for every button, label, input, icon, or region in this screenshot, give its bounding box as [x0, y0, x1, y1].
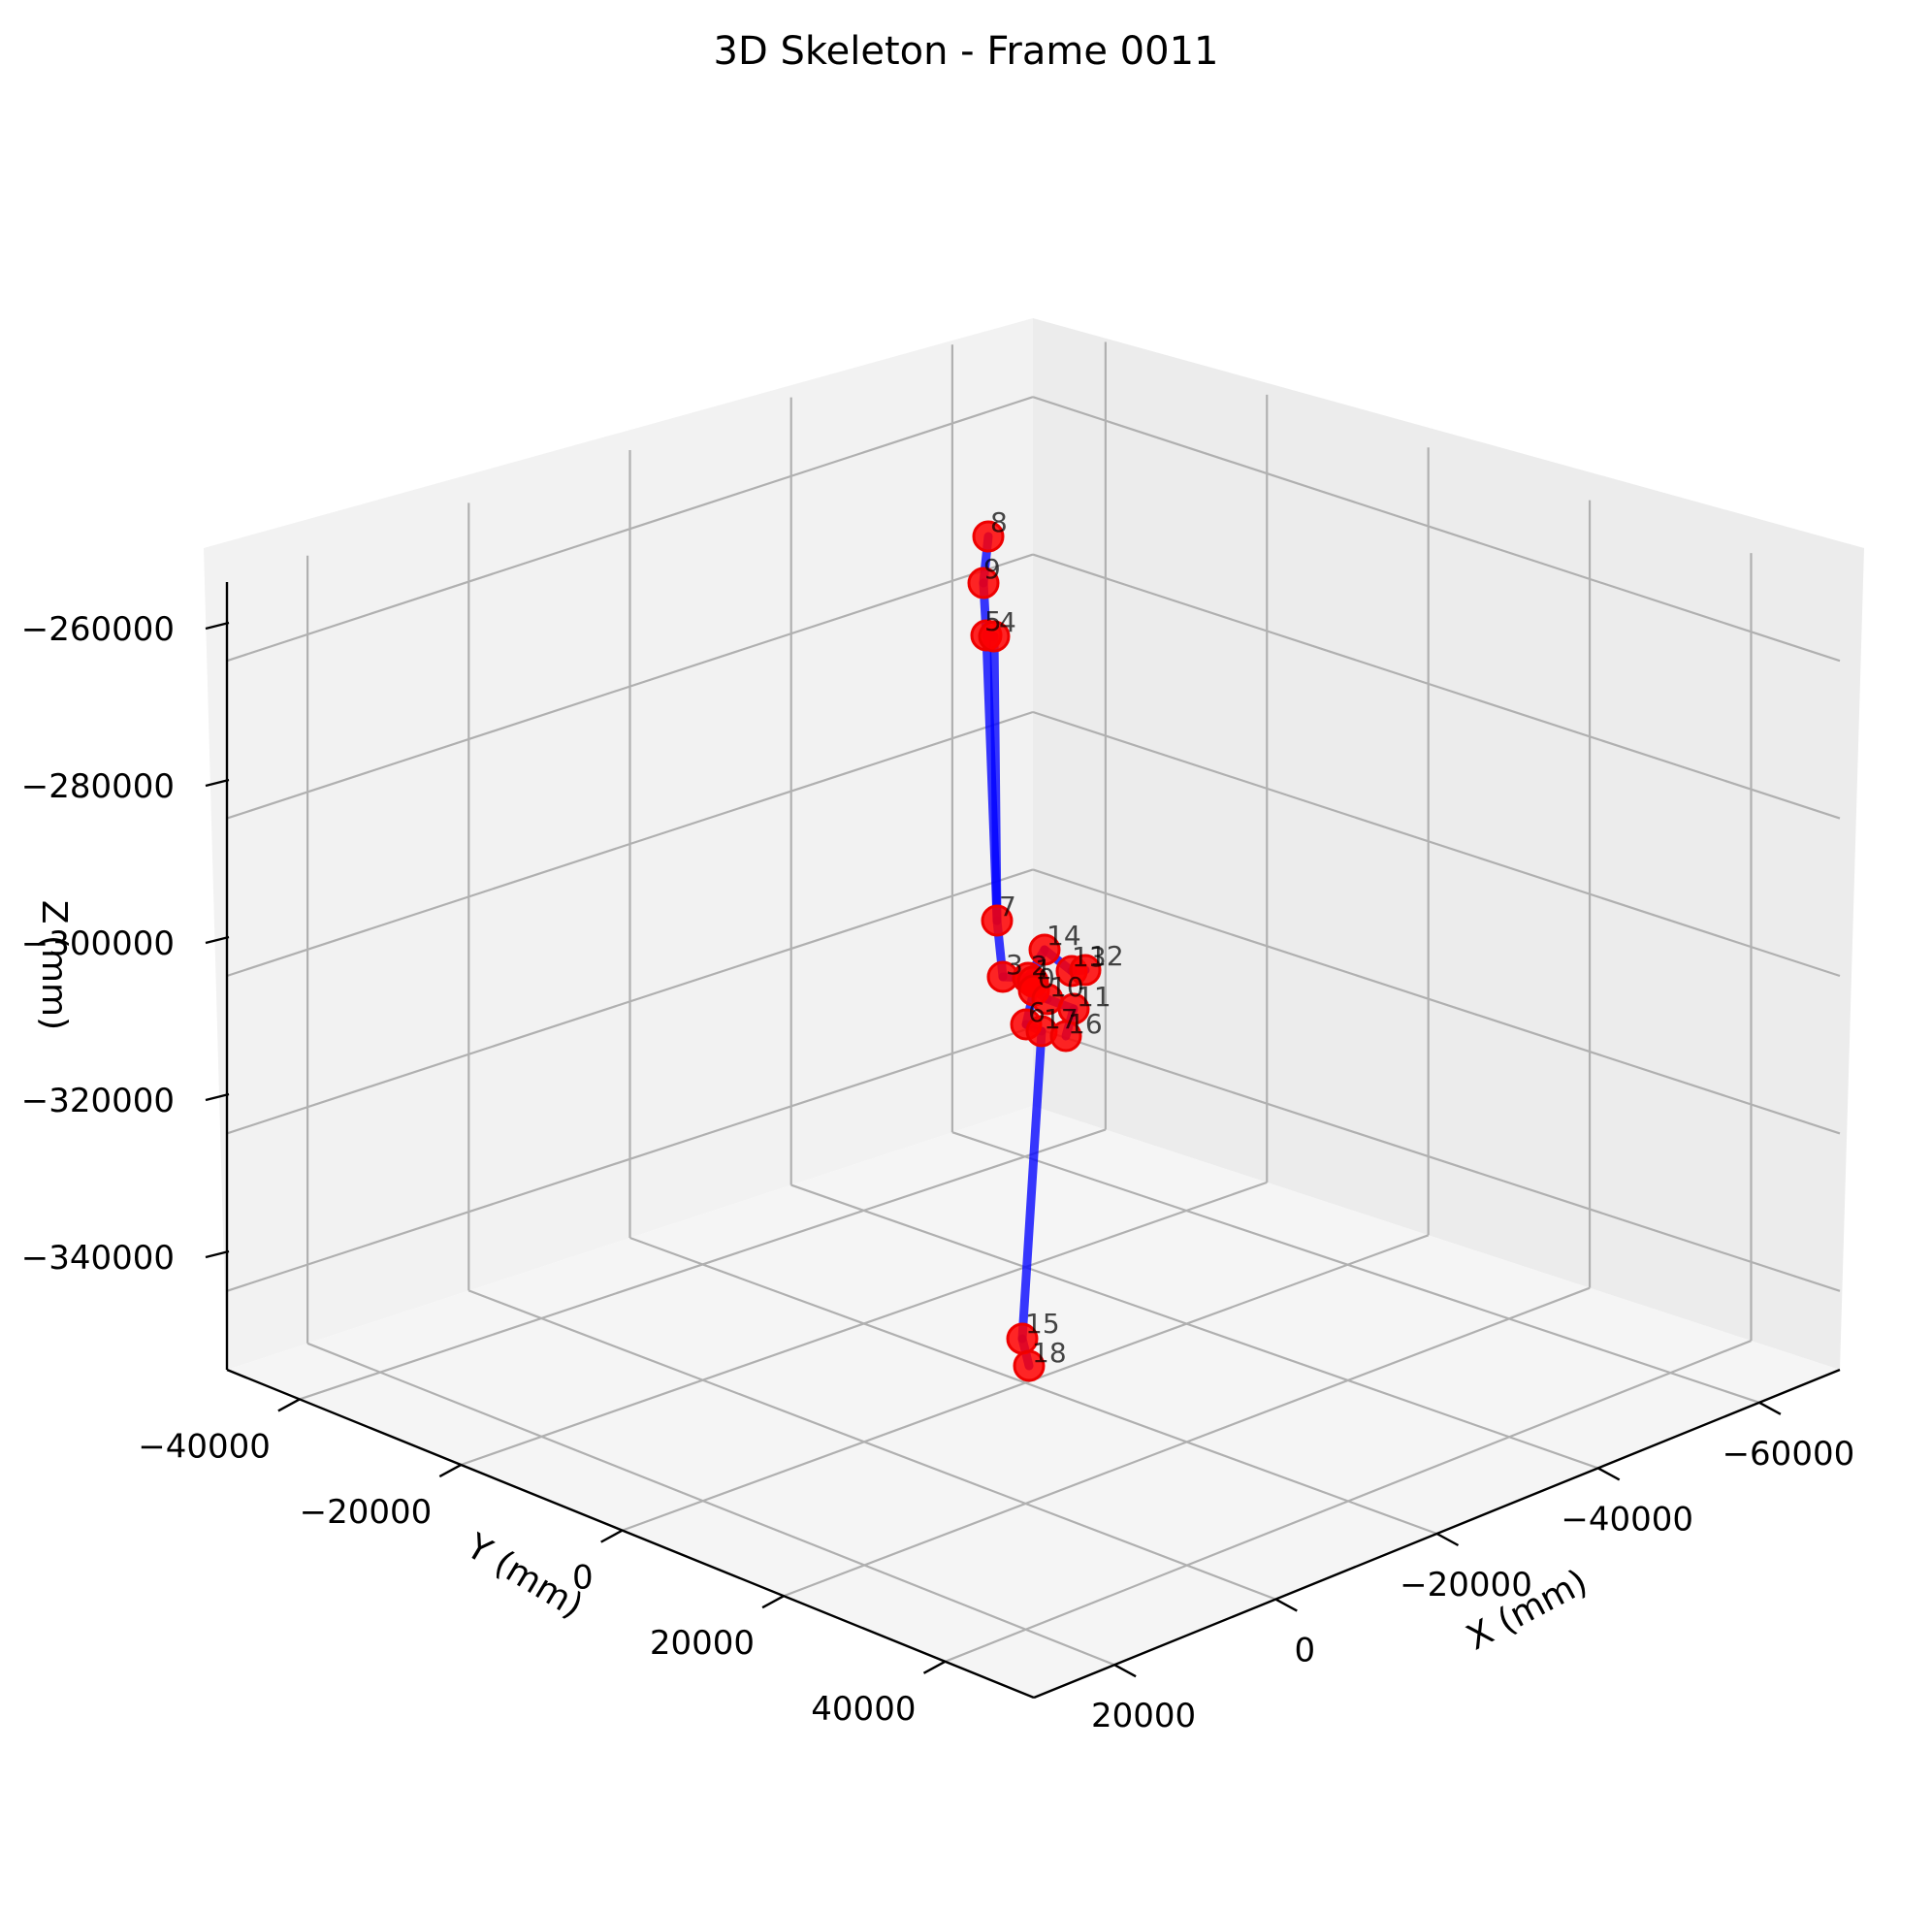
x-tick-mark [1758, 1401, 1782, 1415]
x-grid-floor [629, 1236, 1437, 1536]
joint-label-8: 8 [990, 506, 1008, 538]
joint-label-15: 15 [1025, 1308, 1060, 1340]
y-tick-mark [438, 1463, 462, 1478]
z-tick-mark [205, 1092, 230, 1102]
z-tick-label: −320000 [21, 1082, 175, 1120]
z-grid-left-wall [226, 710, 1034, 978]
z-grid-right-wall [1032, 710, 1841, 978]
y-tick-mark [600, 1529, 624, 1543]
z-grid-right-wall [1032, 868, 1841, 1135]
y-tick-label: −40000 [138, 1427, 271, 1466]
y-tick-mark [922, 1660, 947, 1674]
axes-panes [204, 318, 1864, 1698]
joint-14 [1028, 933, 1061, 966]
joint-label-4: 4 [999, 606, 1016, 638]
x-tick-label: 20000 [1091, 1697, 1196, 1735]
x-tick-mark [1113, 1664, 1137, 1678]
y-tick-label: 0 [572, 1559, 594, 1598]
joint-9 [967, 567, 1000, 600]
chart-title: 3D Skeleton - Frame 0011 [714, 29, 1219, 74]
x-tick-label: −40000 [1561, 1500, 1693, 1539]
x-tick-mark [1274, 1598, 1298, 1612]
joint-12 [1069, 954, 1102, 987]
pane-left [204, 318, 1033, 1370]
y-tick-mark [277, 1398, 301, 1412]
z-grid-right-wall [1032, 553, 1841, 820]
z-grid-right-wall [1032, 396, 1841, 663]
z-tick-label: −300000 [21, 924, 175, 963]
y-tick-label: 20000 [650, 1624, 755, 1663]
joint-label-2: 2 [1031, 950, 1048, 982]
pane-floor [227, 1106, 1840, 1698]
z-tick-mark [205, 1249, 230, 1259]
joint-label-10: 10 [1049, 971, 1084, 1003]
joint-label-11: 11 [1077, 981, 1111, 1013]
z-tick-label: −340000 [21, 1239, 175, 1278]
joint-label-0: 0 [1038, 962, 1055, 994]
joint-8 [972, 520, 1005, 553]
tick-labels: −40000 −20000 0 20000 40000 20000 0 −20000 −4000… [21, 610, 1855, 1735]
joint-label-14: 14 [1046, 920, 1081, 952]
joint-label-1: 1 [1035, 954, 1052, 986]
z-grid-left-wall [226, 1025, 1034, 1292]
joint-label-12: 12 [1089, 940, 1124, 972]
joint-18 [1013, 1349, 1046, 1382]
x-tick-label: 0 [1294, 1632, 1315, 1670]
x-tick-label: −60000 [1723, 1435, 1855, 1474]
x-tick-mark [1435, 1532, 1460, 1547]
x-grid-floor [790, 1183, 1599, 1470]
joint-label-13: 13 [1072, 941, 1107, 973]
skeleton-joints [967, 520, 1102, 1382]
joint-label-3: 3 [1006, 949, 1023, 981]
y-axis-line [226, 1368, 1035, 1700]
grid-lines [226, 341, 1841, 1667]
joint-label-18: 18 [1032, 1337, 1067, 1369]
joint-label-6: 6 [1028, 996, 1046, 1028]
joint-label-5: 5 [984, 605, 1002, 637]
x-tick-mark [1597, 1467, 1621, 1481]
bone-5-7 [982, 631, 1002, 925]
z-axis-label: Z (mm) [34, 900, 74, 1030]
y-tick-label: −20000 [300, 1493, 433, 1532]
joint-16 [1049, 1020, 1082, 1053]
joint-7 [981, 904, 1014, 937]
joint-label-9: 9 [983, 553, 1001, 585]
z-grid-left-wall [226, 396, 1034, 663]
bone-17-15 [1017, 1026, 1046, 1344]
x-grid-floor [306, 1342, 1115, 1667]
z-grid-right-wall [1032, 1025, 1841, 1292]
z-tick-label: −260000 [21, 610, 175, 649]
x-grid-floor [467, 1289, 1276, 1601]
x-tick-label: −20000 [1400, 1566, 1532, 1604]
joint-label-16: 16 [1068, 1008, 1103, 1040]
x-grid-floor [951, 1131, 1760, 1404]
z-tick-mark [205, 935, 230, 945]
pane-right [1033, 318, 1864, 1370]
z-tick-mark [205, 778, 230, 788]
z-tick-label: −280000 [21, 767, 175, 806]
y-tick-label: 40000 [811, 1690, 916, 1729]
joint-label-7: 7 [999, 891, 1016, 923]
z-grid-left-wall [226, 553, 1034, 820]
joint-label-17: 17 [1044, 1003, 1079, 1035]
y-tick-mark [761, 1595, 785, 1609]
joint-4 [978, 620, 1011, 653]
z-tick-mark [205, 621, 230, 631]
z-grid-left-wall [226, 868, 1034, 1135]
